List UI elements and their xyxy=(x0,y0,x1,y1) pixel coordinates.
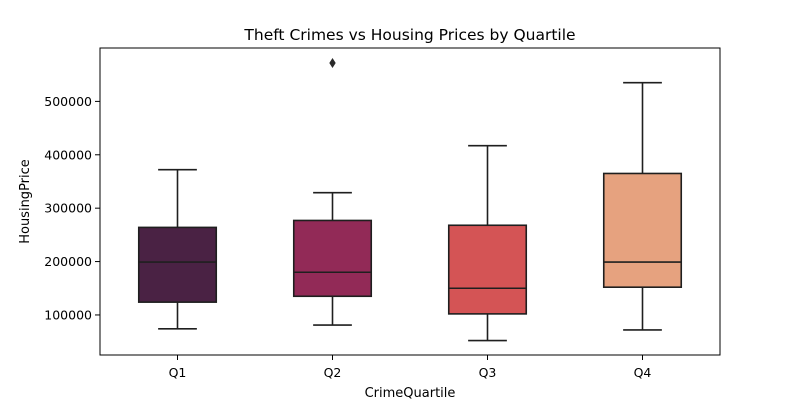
box-group-q3 xyxy=(447,144,528,342)
box-group-q4 xyxy=(602,81,683,331)
x-tick-label-q1: Q1 xyxy=(169,365,187,380)
box-group-q1 xyxy=(137,168,218,330)
x-axis: Q1 Q2 Q3 Q4 xyxy=(169,355,652,380)
outlier-point-q2-0 xyxy=(329,57,336,68)
y-tick-label: 200000 xyxy=(44,254,92,269)
y-axis: 100000 200000 300000 400000 500000 xyxy=(44,94,100,322)
y-tick-label: 500000 xyxy=(44,94,92,109)
x-tick-label-q3: Q3 xyxy=(479,365,497,380)
y-tick-label: 400000 xyxy=(44,147,92,162)
box-q2 xyxy=(292,219,373,298)
box-q4 xyxy=(602,172,683,288)
x-axis-label: CrimeQuartile xyxy=(365,386,456,400)
y-tick-label: 300000 xyxy=(44,201,92,216)
plot-area xyxy=(137,57,683,342)
chart-title: Theft Crimes vs Housing Prices by Quarti… xyxy=(243,26,575,44)
box-q3 xyxy=(447,224,528,315)
box-q1 xyxy=(137,226,218,303)
y-axis-label: HousingPrice xyxy=(18,159,33,244)
plot-frame xyxy=(99,47,721,356)
x-tick-label-q2: Q2 xyxy=(324,365,342,380)
x-tick-label-q4: Q4 xyxy=(634,365,652,380)
box-group-q2 xyxy=(292,57,373,326)
y-tick-label: 100000 xyxy=(44,307,92,322)
